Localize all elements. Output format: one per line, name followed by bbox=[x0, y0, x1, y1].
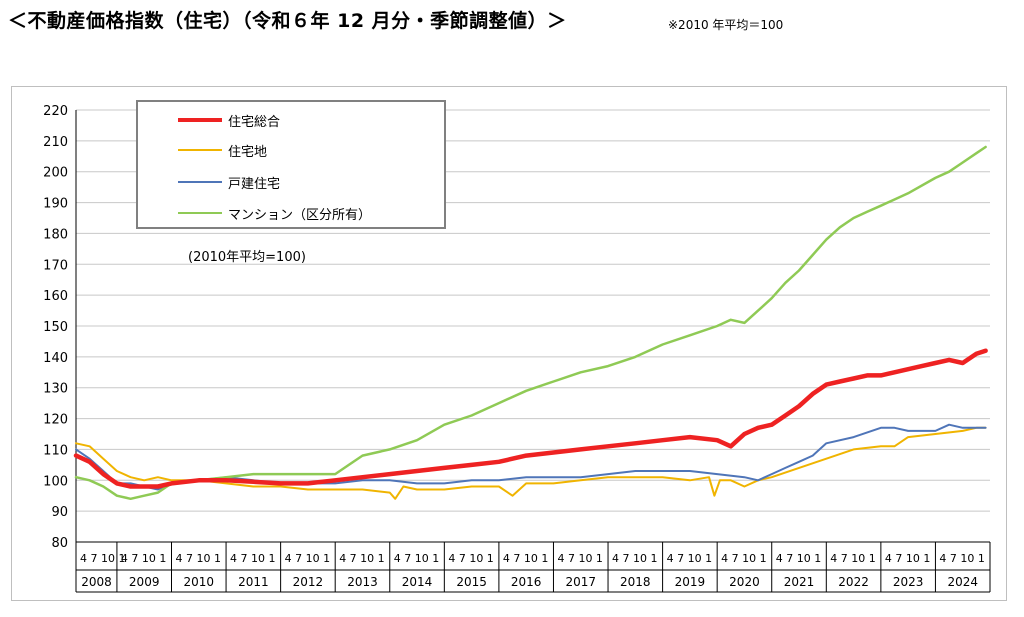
month-tick-label: 4 7 10 1 bbox=[557, 552, 602, 565]
y-tick-label: 90 bbox=[51, 505, 68, 520]
legend-item-total: 住宅総合 bbox=[178, 110, 280, 130]
y-tick-label: 80 bbox=[51, 536, 68, 551]
chart-frame bbox=[11, 86, 1007, 601]
legend-item-land: 住宅地 bbox=[178, 140, 267, 160]
year-label: 2019 bbox=[675, 575, 706, 589]
year-label: 2021 bbox=[784, 575, 815, 589]
month-tick-label: 4 7 10 1 bbox=[230, 552, 275, 565]
y-tick-label: 140 bbox=[43, 351, 68, 366]
month-tick-label: 4 7 10 1 bbox=[339, 552, 384, 565]
month-tick-label: 4 7 10 1 bbox=[612, 552, 657, 565]
year-label: 2024 bbox=[947, 575, 978, 589]
year-label: 2012 bbox=[293, 575, 324, 589]
month-tick-label: 4 7 10 1 bbox=[80, 552, 125, 565]
base-year-note: ※2010 年平均＝100 bbox=[668, 18, 784, 32]
y-tick-label: 220 bbox=[43, 104, 68, 119]
year-label: 2017 bbox=[565, 575, 596, 589]
year-label: 2013 bbox=[347, 575, 378, 589]
legend-item-condo: マンション（区分所有） bbox=[178, 203, 371, 223]
year-label: 2010 bbox=[184, 575, 215, 589]
year-label: 2015 bbox=[456, 575, 487, 589]
legend-label-land: 住宅地 bbox=[228, 144, 268, 160]
year-label: 2023 bbox=[893, 575, 924, 589]
y-tick-label: 120 bbox=[43, 413, 68, 428]
y-tick-label: 100 bbox=[43, 474, 68, 489]
legend-item-house: 戸建住宅 bbox=[178, 172, 280, 192]
month-tick-label: 4 7 10 1 bbox=[503, 552, 548, 565]
month-tick-label: 4 7 10 1 bbox=[939, 552, 984, 565]
y-tick-label: 180 bbox=[43, 227, 68, 242]
month-tick-label: 4 7 10 1 bbox=[776, 552, 821, 565]
y-tick-label: 210 bbox=[43, 135, 68, 150]
year-label: 2016 bbox=[511, 575, 542, 589]
year-label: 2020 bbox=[729, 575, 760, 589]
y-tick-label: 110 bbox=[43, 443, 68, 458]
y-tick-label: 200 bbox=[43, 166, 68, 181]
year-label: 2009 bbox=[129, 575, 160, 589]
legend-label-house: 戸建住宅 bbox=[228, 176, 281, 192]
month-tick-label: 4 7 10 1 bbox=[394, 552, 439, 565]
year-label: 2008 bbox=[81, 575, 112, 589]
legend: 住宅総合 住宅地 戸建住宅 マンション（区分所有） bbox=[136, 100, 446, 229]
legend-label-total: 住宅総合 bbox=[228, 114, 281, 130]
legend-label-condo: マンション（区分所有） bbox=[228, 207, 372, 223]
year-label: 2018 bbox=[620, 575, 651, 589]
chart-base-note: (2010年平均=100) bbox=[188, 250, 306, 265]
year-label: 2022 bbox=[838, 575, 869, 589]
y-tick-label: 150 bbox=[43, 320, 68, 335]
month-tick-label: 4 7 10 1 bbox=[285, 552, 330, 565]
month-tick-label: 4 7 10 1 bbox=[885, 552, 930, 565]
y-tick-label: 190 bbox=[43, 197, 68, 212]
month-tick-label: 4 7 10 1 bbox=[121, 552, 166, 565]
chart-title: ＜不動産価格指数（住宅）（令和６年 12 月分・季節調整値）＞ bbox=[8, 10, 567, 32]
month-tick-label: 4 7 10 1 bbox=[830, 552, 875, 565]
legend-swatch-land bbox=[178, 149, 222, 151]
year-label: 2011 bbox=[238, 575, 269, 589]
legend-swatch-condo bbox=[178, 212, 222, 214]
legend-swatch-total bbox=[178, 118, 222, 122]
series-line-0 bbox=[73, 348, 988, 489]
month-tick-label: 4 7 10 1 bbox=[448, 552, 493, 565]
month-tick-label: 4 7 10 1 bbox=[175, 552, 220, 565]
y-tick-label: 160 bbox=[43, 289, 68, 304]
month-tick-label: 4 7 10 1 bbox=[667, 552, 712, 565]
y-tick-label: 130 bbox=[43, 382, 68, 397]
legend-swatch-house bbox=[178, 181, 222, 183]
year-label: 2014 bbox=[402, 575, 433, 589]
y-tick-label: 170 bbox=[43, 258, 68, 273]
month-tick-label: 4 7 10 1 bbox=[721, 552, 766, 565]
